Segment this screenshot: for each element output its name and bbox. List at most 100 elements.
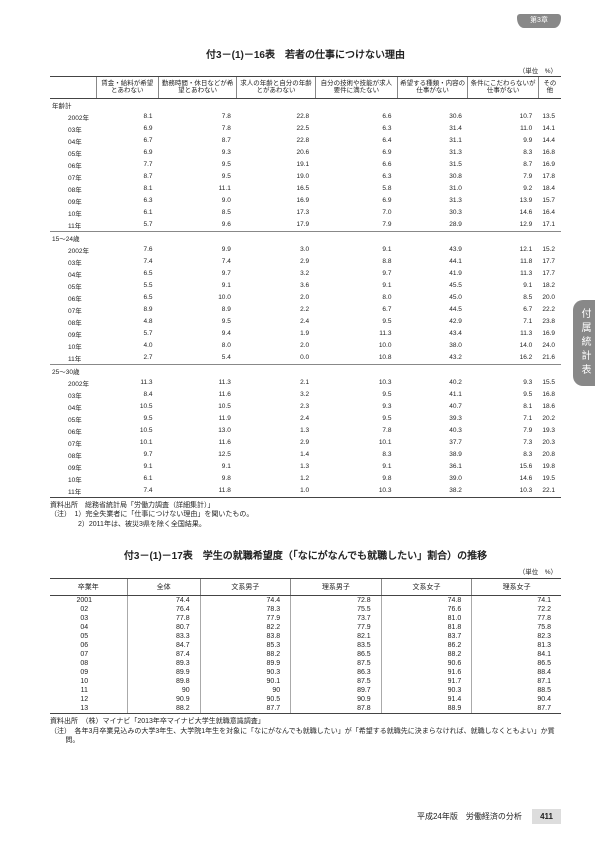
table1-cell: 10.7 (468, 111, 538, 123)
table2-cell: 77.8 (472, 614, 561, 623)
table1-cell: 9.1 (315, 280, 397, 292)
table1-cell: 6.7 (468, 304, 538, 316)
table1-row-label: 04年 (50, 401, 96, 413)
table2-cell: 90.6 (381, 659, 472, 668)
table2-cell: 86.5 (291, 650, 382, 659)
table1-cell: 15.5 (538, 377, 561, 389)
table1-cell: 17.8 (538, 171, 561, 183)
table2-cell: 90.3 (200, 668, 291, 677)
table1-cell: 9.1 (315, 461, 397, 473)
table1-row-label: 08年 (50, 183, 96, 195)
table1-cell: 3.2 (237, 389, 315, 401)
table1-header: 求人の年齢と自分の年齢とがあわない (237, 77, 315, 99)
table2-cell: 77.9 (291, 623, 382, 632)
table1-cell: 6.1 (96, 473, 159, 485)
table1-cell: 24.0 (538, 340, 561, 352)
table1-cell: 1.3 (237, 425, 315, 437)
table1-row-label: 07年 (50, 171, 96, 183)
table1-row-label: 10年 (50, 473, 96, 485)
table1-header: 賃金・給料が希望とあわない (96, 77, 159, 99)
table1-header (50, 77, 96, 99)
table1-cell: 22.8 (237, 135, 315, 147)
table1-cell: 7.9 (468, 171, 538, 183)
table1-cell: 9.1 (159, 280, 237, 292)
table1-cell: 41.1 (397, 389, 467, 401)
table1-cell: 2.4 (237, 316, 315, 328)
table1-cell: 11.8 (159, 485, 237, 498)
table1-cell: 16.5 (237, 183, 315, 195)
table1-cell: 9.7 (96, 449, 159, 461)
table2-source-line: 資料出所 （株）マイナビ「2013年卒マイナビ大学生就職意識調査」 (50, 717, 561, 726)
table2-cell: 91.6 (381, 668, 472, 677)
table1-cell: 6.5 (96, 268, 159, 280)
table1-header: 希望する種類・内容の仕事がない (397, 77, 467, 99)
table1-cell: 23.8 (538, 316, 561, 328)
table2-cell: 77.8 (127, 614, 200, 623)
table2-row-label: 12 (50, 695, 127, 704)
table1-cell: 2.0 (237, 340, 315, 352)
table2-cell: 83.8 (200, 632, 291, 641)
table2-row-label: 09 (50, 668, 127, 677)
table1-cell: 8.9 (96, 304, 159, 316)
table1-cell: 13.0 (159, 425, 237, 437)
table1-cell: 14.6 (468, 207, 538, 219)
table1-cell: 8.3 (468, 449, 538, 461)
table2-cell: 90.9 (127, 695, 200, 704)
table1-cell: 9.4 (159, 328, 237, 340)
table1-cell: 6.9 (315, 195, 397, 207)
table1-cell: 19.1 (237, 159, 315, 171)
table1-cell: 4.8 (96, 316, 159, 328)
table1-cell: 11.9 (159, 413, 237, 425)
table2-cell: 89.3 (127, 659, 200, 668)
table1-cell: 14.1 (538, 123, 561, 135)
table2-cell: 76.4 (127, 605, 200, 614)
table1-cell: 8.5 (159, 207, 237, 219)
table1-row-label: 11年 (50, 219, 96, 232)
table1-cell: 9.7 (315, 268, 397, 280)
table1-cell: 2.9 (237, 437, 315, 449)
table1-cell: 22.8 (237, 111, 315, 123)
table2-note: （注） 各年3月卒業見込みの大学3年生、大学院1年生を対象に「なにがなんでも就職… (50, 727, 561, 746)
table1-cell: 7.7 (96, 159, 159, 171)
table1-cell: 0.0 (237, 352, 315, 365)
table2-cell: 88.2 (381, 650, 472, 659)
side-tab: 付属統計表 (573, 300, 595, 386)
table1-cell: 9.1 (468, 280, 538, 292)
table1-row-label: 04年 (50, 268, 96, 280)
table1-cell: 7.1 (468, 316, 538, 328)
table2-header: 文系女子 (381, 579, 472, 596)
table1-cell: 9.5 (315, 389, 397, 401)
table2-cell: 90.4 (472, 695, 561, 704)
table1-row-label: 06年 (50, 425, 96, 437)
table1-cell: 10.1 (96, 437, 159, 449)
table1-cell: 22.1 (538, 485, 561, 498)
table1-cell: 9.1 (96, 461, 159, 473)
table2-cell: 90 (200, 686, 291, 695)
table1-row-label: 09年 (50, 328, 96, 340)
table2-row-label: 05 (50, 632, 127, 641)
table2-cell: 82.3 (472, 632, 561, 641)
table1-cell: 21.6 (538, 352, 561, 365)
table1-cell: 9.1 (159, 461, 237, 473)
table1-cell: 6.4 (315, 135, 397, 147)
table1-cell: 8.1 (96, 183, 159, 195)
table1-cell: 1.0 (237, 485, 315, 498)
table1-cell: 8.7 (468, 159, 538, 171)
table1-cell: 10.1 (315, 437, 397, 449)
table1-cell: 43.9 (397, 244, 467, 256)
table1-cell: 11.1 (159, 183, 237, 195)
table1-cell: 2.3 (237, 401, 315, 413)
table2-cell: 87.5 (291, 677, 382, 686)
table1-note: 2）2011年は、被災3県を除く全国結果。 (50, 520, 561, 529)
table1-cell: 18.6 (538, 401, 561, 413)
table1-cell: 28.9 (397, 219, 467, 232)
table1-cell: 14.6 (468, 473, 538, 485)
table1-cell: 13.9 (468, 195, 538, 207)
table2-cell: 82.2 (200, 623, 291, 632)
table1-cell: 6.5 (96, 292, 159, 304)
table1-cell: 5.4 (159, 352, 237, 365)
table1-cell: 11.3 (468, 268, 538, 280)
table2-unit: （単位 %） (50, 566, 561, 576)
table1-cell: 7.8 (159, 123, 237, 135)
table1-cell: 20.3 (538, 437, 561, 449)
